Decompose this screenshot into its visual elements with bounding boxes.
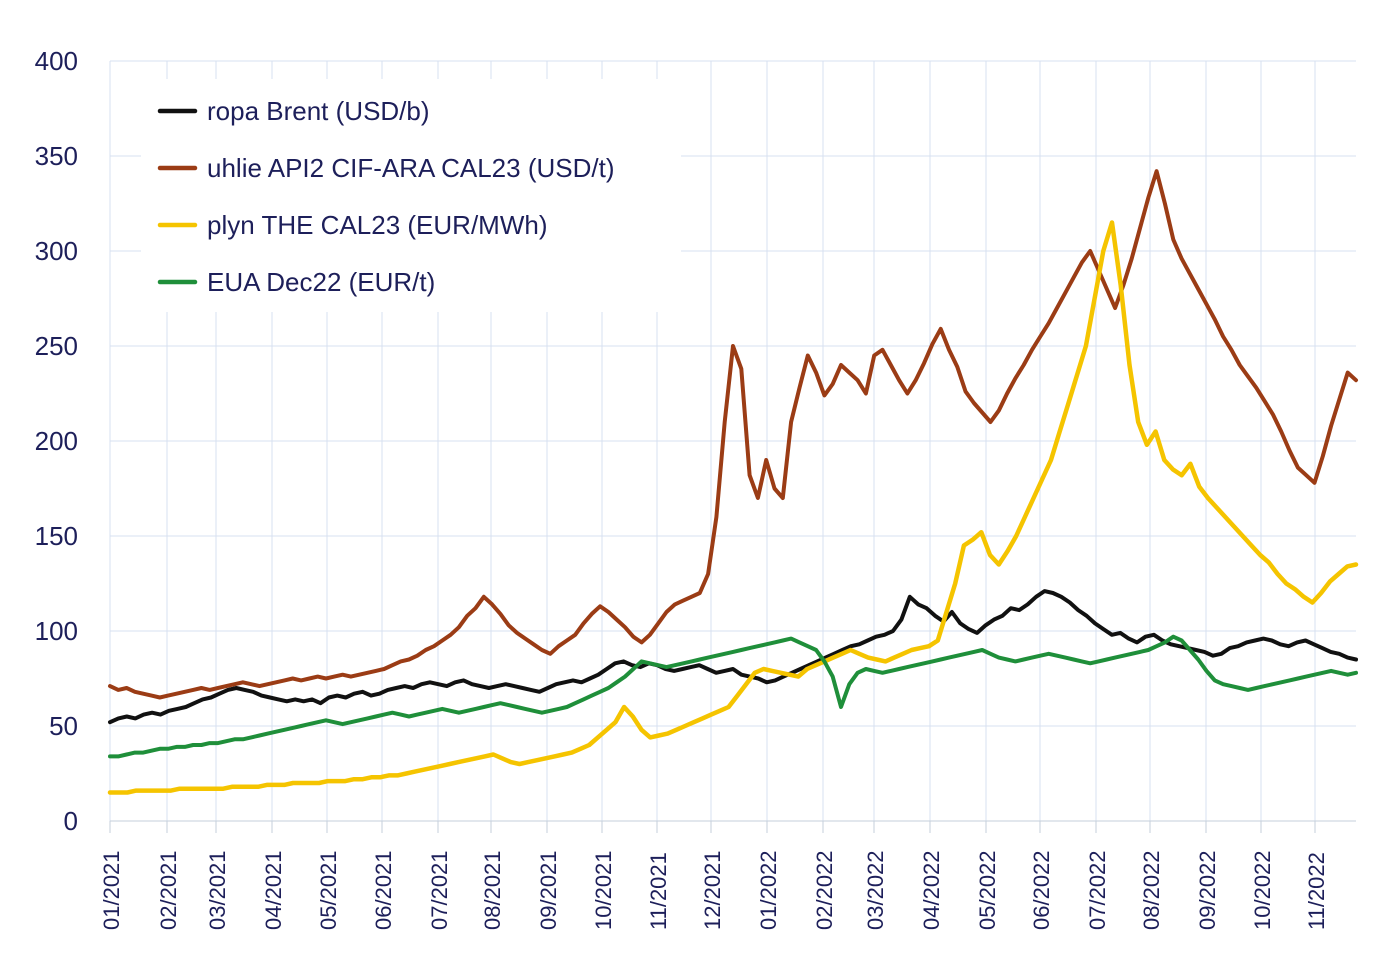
x-tick-label-05/2021: 05/2021 — [316, 850, 341, 930]
x-tick-label-12/2021: 12/2021 — [700, 850, 725, 930]
series-line-0 — [108, 589, 1358, 725]
y-tick-label-50: 50 — [49, 711, 78, 741]
x-tick-label-11/2022: 11/2022 — [1304, 852, 1329, 930]
y-tick-label-250: 250 — [35, 331, 78, 361]
x-tick-label-03/2021: 03/2021 — [205, 850, 230, 930]
series-group — [107, 169, 1359, 795]
x-tick-label-03/2022: 03/2022 — [863, 850, 888, 930]
x-tick-label-06/2022: 06/2022 — [1029, 850, 1054, 930]
series-line-3 — [108, 634, 1358, 759]
series-line-2 — [107, 220, 1359, 795]
x-tick-label-07/2022: 07/2022 — [1085, 850, 1110, 930]
legend: ropa Brent (USD/b) uhlie API2 CIF-ARA CAL… — [141, 79, 681, 312]
legend-item-2: plyn THE CAL23 (EUR/MWh) — [207, 210, 548, 240]
x-tick-label-07/2021: 07/2021 — [427, 850, 452, 930]
x-tick-label-11/2021: 11/2021 — [646, 852, 671, 930]
y-tick-label-200: 200 — [35, 426, 78, 456]
x-tick-label-04/2022: 04/2022 — [919, 850, 944, 930]
x-tick-label-02/2021: 02/2021 — [156, 850, 181, 930]
y-tick-label-150: 150 — [35, 521, 78, 551]
x-tick-label-10/2021: 10/2021 — [591, 850, 616, 930]
x-tick-label-10/2022: 10/2022 — [1250, 850, 1275, 930]
legend-item-0: ropa Brent (USD/b) — [207, 96, 430, 126]
y-tick-label-400: 400 — [35, 46, 78, 76]
x-tick-label-02/2022: 02/2022 — [812, 850, 837, 930]
x-tick-label-05/2022: 05/2022 — [975, 850, 1000, 930]
x-tick-label-08/2022: 08/2022 — [1139, 850, 1164, 930]
y-tick-label-350: 350 — [35, 141, 78, 171]
series-line-1 — [108, 169, 1358, 700]
legend-item-3: EUA Dec22 (EUR/t) — [207, 267, 435, 297]
x-tick-label-01/2022: 01/2022 — [756, 850, 781, 930]
x-tick-label-01/2021: 01/2021 — [99, 850, 124, 930]
y-tick-label-300: 300 — [35, 236, 78, 266]
x-tick-label-08/2021: 08/2021 — [480, 850, 505, 930]
legend-item-1: uhlie API2 CIF-ARA CAL23 (USD/t) — [207, 153, 614, 183]
legend-background — [141, 79, 681, 312]
x-tick-label-06/2021: 06/2021 — [371, 850, 396, 930]
y-tick-label-0: 0 — [64, 806, 78, 836]
axes: 0 50 100 150 200 250 300 350 400 01/2021 02/2021 03… — [35, 46, 1356, 930]
x-tick-label-04/2021: 04/2021 — [261, 850, 286, 930]
y-tick-label-100: 100 — [35, 616, 78, 646]
x-tick-label-09/2021: 09/2021 — [536, 850, 561, 930]
x-tick-label-09/2022: 09/2022 — [1195, 850, 1220, 930]
